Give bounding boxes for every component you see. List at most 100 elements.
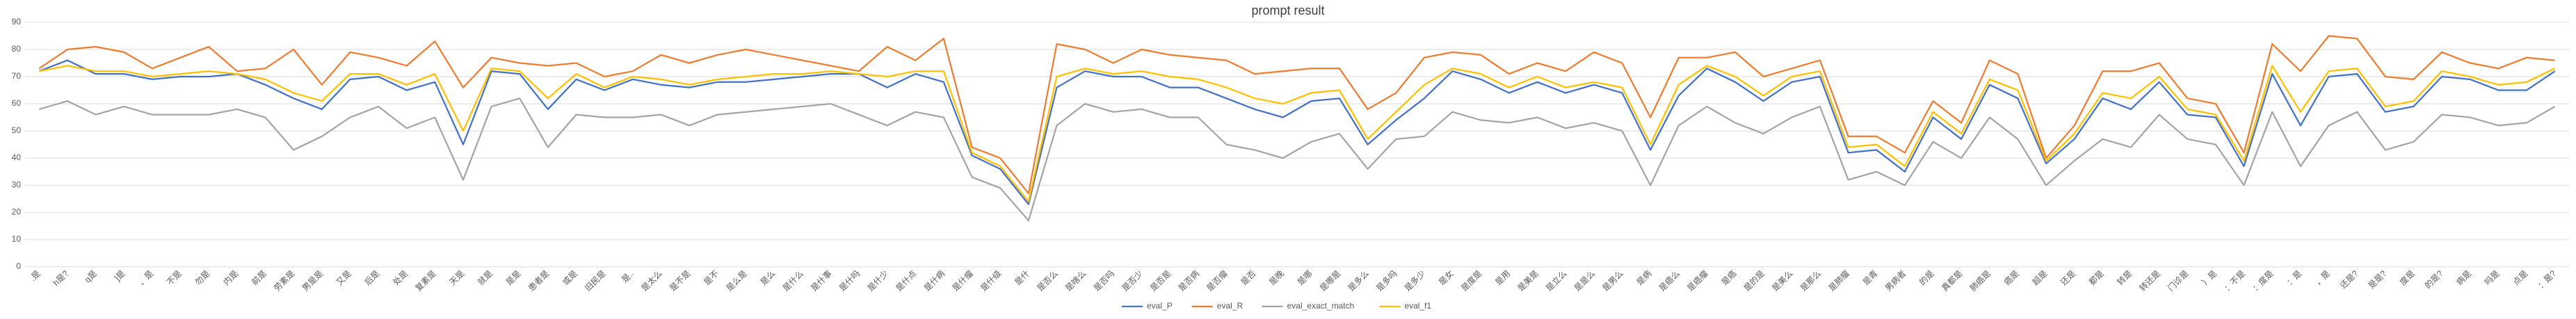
x-tick-label: 肺癌是	[1967, 268, 1993, 293]
x-tick-label: 是什病	[921, 268, 947, 293]
y-tick-label: 30	[12, 180, 22, 189]
x-tick-label: 、是	[136, 268, 155, 287]
series-line	[38, 35, 2555, 194]
x-tick-label: 是否少	[1120, 268, 1144, 293]
x-tick-label: 男病者	[1883, 268, 1908, 293]
x-tick-label: 是么	[759, 268, 778, 287]
x-tick-label: 是否病	[1176, 268, 1201, 293]
x-tick-label: 还是?	[2338, 268, 2360, 290]
x-tick-label: 转还是	[2137, 268, 2162, 293]
y-tick-label: 40	[12, 153, 22, 162]
x-tick-label: 旧民是	[583, 268, 607, 293]
x-tick-label: 是么是	[724, 268, 748, 293]
x-tick-label: 是病	[1634, 268, 1654, 288]
x-tick-label: 是啥么	[1063, 268, 1088, 293]
x-tick-label: 天是	[447, 268, 466, 287]
x-tick-label: 是..	[620, 268, 636, 284]
x-tick-label: .是	[28, 268, 42, 283]
y-tick-label: 50	[12, 125, 22, 135]
x-tick-label: 是晚	[1267, 268, 1286, 287]
legend-label: eval_R	[1217, 301, 1243, 311]
x-tick-label: 是癌么	[1657, 268, 1682, 293]
y-tick-label: 60	[12, 98, 22, 108]
x-tick-label: 度是	[2397, 268, 2417, 288]
x-tick-label: 是的是	[1741, 268, 1766, 293]
x-tick-label: h是?	[51, 268, 70, 288]
legend-label: eval_f1	[1404, 301, 1431, 311]
x-tick-label: 是什吗	[837, 268, 862, 293]
x-tick-label: 是立么	[1543, 268, 1568, 293]
chart-title: prompt result	[1251, 3, 1324, 17]
x-tick-label: 是是么	[1572, 268, 1597, 293]
x-tick-label: 是美么	[1770, 268, 1794, 293]
y-tick-label: 80	[12, 44, 22, 54]
x-tick-label: 的是	[1917, 268, 1936, 288]
y-tick-label: 0	[16, 261, 21, 271]
x-tick-label: 不是	[165, 268, 184, 287]
x-tick-label: 是肺瘤	[1826, 268, 1851, 293]
x-tick-label: 又是	[335, 268, 353, 287]
y-tick-label: 20	[12, 207, 22, 217]
x-tick-label: 是是?	[2367, 268, 2389, 290]
x-tick-label: 还是	[2059, 268, 2077, 287]
x-tick-label: 是是	[504, 268, 523, 287]
legend-label: eval_exact_match	[1287, 301, 1355, 311]
x-tick-label: 是否	[1239, 268, 1258, 287]
x-tick-label: 是否瘤	[1205, 268, 1230, 293]
x-tick-label: 是多么	[1346, 268, 1371, 293]
x-tick-label: 是哪是	[1318, 268, 1342, 293]
x-tick-label: 吗是	[2483, 268, 2502, 287]
x-tick-label: 点是	[2511, 268, 2530, 287]
series-line	[39, 65, 2556, 203]
x-tick-label: 前是	[249, 268, 268, 288]
x-tick-label: ]是	[113, 268, 127, 283]
x-tick-label: ，是	[2313, 268, 2332, 287]
x-tick-label: 是癌	[1719, 268, 1739, 288]
x-tick-label: 超是	[2030, 268, 2050, 288]
x-tick-label: 劳素是	[272, 268, 296, 293]
x-tick-label: 是什	[1013, 268, 1031, 287]
x-tick-label: 是那么	[1798, 268, 1823, 293]
x-tick-label: 勿是	[193, 268, 212, 287]
x-tick-label: 患者是	[526, 268, 551, 293]
x-tick-label: q是	[83, 268, 99, 284]
x-tick-label: 是什事	[809, 268, 833, 293]
x-tick-label: 是不	[702, 268, 721, 287]
x-tick-label: 门诊是	[2166, 268, 2191, 293]
x-tick-label: 真都是	[1940, 268, 1964, 293]
x-tick-label: 男是是	[300, 268, 325, 293]
x-tick-label: 内是	[221, 268, 240, 287]
x-tick-label: ：是	[2285, 268, 2303, 287]
x-tick-label: 是什少	[866, 268, 890, 293]
x-tick-label: 是什瘤	[950, 268, 975, 293]
x-tick-label: 是癌瘤	[1685, 268, 1710, 293]
x-tick-label: ）是	[2200, 268, 2219, 287]
x-tick-label: 就是	[476, 268, 494, 287]
x-tick-label: 是男么	[1600, 268, 1625, 293]
y-tick-label: 90	[12, 17, 22, 26]
x-tick-label: 的是?	[2422, 268, 2445, 291]
x-tick-label: 是否么	[1036, 268, 1060, 293]
x-tick-label: 是否是	[1148, 268, 1173, 293]
x-tick-label: 是哪	[1296, 268, 1314, 287]
x-tick-label: 是太么	[639, 268, 664, 293]
legend-label: eval_P	[1147, 301, 1173, 311]
x-tick-label: 处是	[391, 268, 410, 287]
x-tick-label: 是青	[1861, 268, 1880, 287]
x-tick-label: 或是	[561, 268, 579, 287]
series-line	[38, 98, 2556, 221]
x-tick-label: 是度是	[1458, 268, 1483, 293]
x-tick-label: 都是	[2087, 268, 2106, 287]
x-tick-label: 复素是	[413, 268, 437, 293]
x-tick-label: 是否吗	[1092, 268, 1116, 293]
x-tick-label: 是多吗	[1374, 268, 1399, 293]
x-tick-label: 是什级	[979, 268, 1003, 293]
x-tick-label: 是用	[1493, 268, 1512, 287]
x-tick-label: 是女	[1436, 268, 1456, 288]
x-tick-label: 是多少	[1403, 268, 1427, 293]
x-tick-label: ：不是	[2223, 268, 2247, 293]
x-tick-label: ：是?	[2536, 268, 2558, 290]
x-tick-label: 转是	[2115, 268, 2134, 288]
x-tick-label: 是什么	[781, 268, 805, 293]
y-tick-label: 70	[12, 71, 22, 81]
